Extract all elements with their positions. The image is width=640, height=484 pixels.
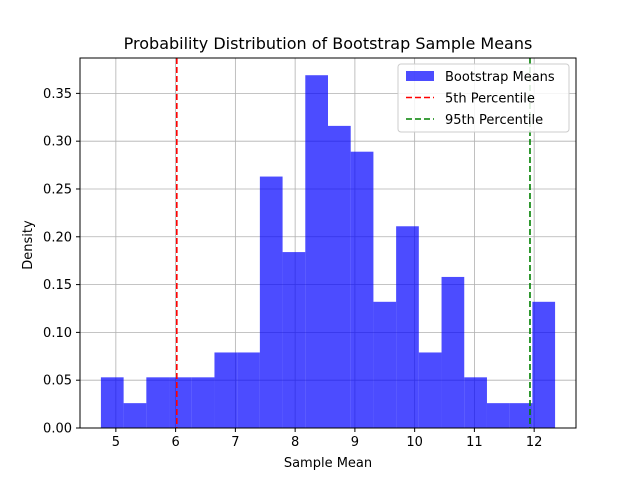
legend-label-95th-percentile: 95th Percentile	[445, 113, 543, 128]
y-axis-ticks: 0.00 0.05 0.10 0.15 0.20 0.25 0.30 0.35	[43, 87, 80, 437]
y-tick-label: 0.35	[43, 87, 72, 102]
x-tick-label: 11	[466, 435, 483, 450]
histogram-bar	[305, 75, 328, 429]
x-tick-label: 7	[231, 435, 239, 450]
histogram-bar	[509, 403, 533, 428]
histogram-bar	[418, 352, 442, 428]
x-axis-ticks: 5 6 7 8 9 10 11 12	[112, 428, 543, 450]
x-tick-label: 10	[406, 435, 423, 450]
x-tick-label: 6	[171, 435, 179, 450]
histogram-bar	[237, 352, 260, 428]
histogram-bar	[486, 403, 510, 428]
histogram-bars	[100, 75, 556, 429]
x-axis-label: Sample Mean	[284, 456, 372, 471]
histogram-bar	[328, 125, 351, 428]
legend-label-5th-percentile: 5th Percentile	[445, 92, 535, 107]
x-tick-label: 9	[351, 435, 359, 450]
legend-box	[397, 63, 570, 133]
y-tick-label: 0.05	[43, 374, 72, 389]
histogram-bar	[214, 352, 238, 428]
x-tick-label: 8	[291, 435, 299, 450]
histogram-bar	[441, 276, 465, 428]
histogram-bar	[373, 301, 397, 428]
legend-swatch-bootstrap-means	[406, 71, 434, 81]
histogram-bar	[169, 377, 192, 428]
histogram-bar	[396, 226, 419, 428]
percentile-lines	[176, 58, 531, 428]
y-axis-label: Density	[21, 220, 36, 270]
histogram-bar	[100, 377, 124, 428]
x-tick-label: 12	[526, 435, 543, 450]
chart-title: Probability Distribution of Bootstrap Sa…	[124, 34, 533, 53]
histogram-bar	[282, 252, 306, 428]
histogram-bar	[191, 377, 215, 428]
y-tick-label: 0.25	[43, 182, 72, 197]
histogram-bar	[123, 403, 147, 428]
y-tick-label: 0.00	[43, 422, 72, 437]
y-tick-label: 0.20	[43, 230, 72, 245]
y-tick-label: 0.30	[43, 135, 72, 150]
legend: Bootstrap Means 5th Percentile 95th Percen…	[397, 63, 570, 133]
legend-label-bootstrap-means: Bootstrap Means	[445, 70, 555, 85]
histogram-bar	[532, 301, 556, 428]
axes-frame	[79, 57, 577, 429]
y-tick-label: 0.10	[43, 326, 72, 341]
histogram-bar	[350, 151, 374, 429]
histogram-bar	[146, 377, 170, 428]
x-tick-label: 5	[112, 435, 120, 450]
histogram-bar	[464, 377, 487, 428]
y-tick-label: 0.15	[43, 278, 72, 293]
histogram-bar	[259, 176, 283, 428]
